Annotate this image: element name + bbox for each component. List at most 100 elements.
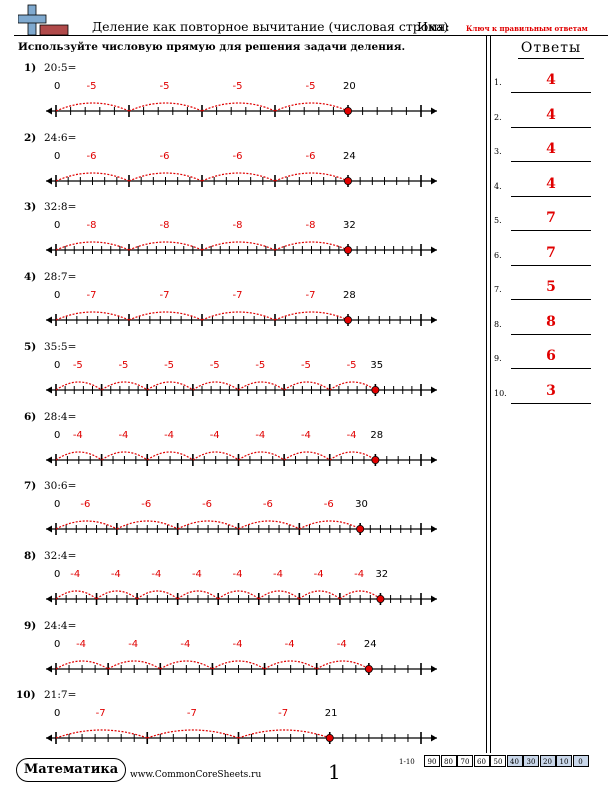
score-cell: 60 [473,755,490,767]
subtraction-arc [264,659,318,670]
subtraction-arc [55,450,102,460]
subtraction-arc [274,311,349,321]
step-label: -4 [164,430,174,441]
answer-value: 3 [546,382,556,399]
score-cell: 90 [424,755,440,767]
step-label: -6 [324,499,334,510]
answer-line[interactable] [511,402,591,404]
step-label: -7 [160,290,170,301]
score-cell: 40 [506,755,523,767]
axis-arrow-left-icon [46,734,52,742]
step-label: -4 [70,569,80,580]
answer-row: 2. 4 [494,106,604,128]
dividend-label: 32 [375,569,388,580]
dividend-point [376,594,385,603]
step-label: -5 [164,360,174,371]
answer-value: 4 [546,106,556,123]
answer-row: 9. 6 [494,348,604,369]
answer-line[interactable] [511,92,591,93]
axis-arrow-left-icon [46,107,52,115]
score-cell: 70 [457,755,473,767]
step-label: -4 [76,639,86,650]
answer-line[interactable] [511,264,591,266]
subtraction-arc [274,102,349,112]
problem-expression: 21:7= [44,689,77,702]
answers-title-underline [518,58,584,59]
step-label: -4 [118,430,128,441]
subtraction-arc [201,172,276,182]
problem-expression: 32:8= [44,201,77,214]
answer-value: 7 [546,210,556,226]
problem-expression: 28:4= [44,410,77,423]
answer-line[interactable] [511,161,591,162]
header-rule [14,35,608,36]
subtraction-arc [177,590,219,600]
score-cell: 50 [490,755,506,767]
step-label: -6 [306,151,316,162]
dividend-point [343,246,352,255]
dividend-label: 28 [343,290,356,301]
subtraction-arc [192,381,239,391]
axis-arrow-left-icon [46,316,52,324]
logo-icon [18,4,69,36]
step-label: -4 [347,430,357,441]
step-label: -4 [210,430,220,441]
step-label: -5 [255,360,265,371]
step-label: -6 [233,151,243,162]
subtraction-arc [55,729,148,739]
subtraction-arc [299,520,361,530]
number-line: 0 -4 -4 -4 -4 -4 -4 24 [46,639,437,675]
answer-line[interactable] [511,299,591,300]
step-label: -4 [111,569,121,580]
subtraction-arc [177,520,239,530]
problem-expression: 24:4= [44,619,77,632]
zero-label: 0 [54,360,60,371]
answer-row: 1. 4 [494,72,604,93]
answer-row: 8. 8 [494,314,604,335]
answer-line[interactable] [511,333,591,335]
subtraction-arc [128,241,203,251]
score-cell: 20 [539,755,556,767]
step-label: -5 [306,81,316,92]
axis-arrow-right-icon [431,734,437,742]
problem-number: 7) [24,480,37,493]
answer-line[interactable] [511,230,591,231]
subtraction-arc [116,520,178,530]
zero-label: 0 [54,569,60,580]
axis-arrow-left-icon [46,595,52,603]
subtraction-arc [238,520,300,530]
step-label: -4 [73,430,83,441]
step-label: -8 [233,220,243,231]
axis-arrow-right-icon [431,456,437,463]
zero-label: 0 [54,81,60,92]
answer-line[interactable] [511,126,591,128]
problem-expression: 28:7= [44,271,77,284]
number-line: 0 -7 -7 -7 21 [46,708,437,745]
step-label: -6 [263,499,273,510]
answer-number: 9. [494,354,502,363]
problem-number: 6) [24,410,37,423]
step-label: -4 [337,639,347,650]
problem-number: 8) [24,549,37,562]
step-label: -5 [347,360,357,371]
subtraction-arc [201,102,276,112]
zero-label: 0 [54,430,60,441]
answer-number: 10. [494,388,507,398]
step-label: -6 [87,151,97,162]
subtraction-arc [192,450,239,460]
answer-row: 6. 7 [494,245,604,266]
number-line: 0 -8 -8 -8 -8 32 [46,220,437,257]
problem-number: 10) [16,689,36,702]
number-line: 0 -6 -6 -6 -6 24 [46,151,437,187]
subtraction-arc [55,659,109,670]
answer-line[interactable] [511,195,591,197]
answer-number: 3. [494,147,502,156]
subtraction-arc [212,659,265,670]
page-number: 1 [328,760,341,784]
score-cell: 0 [572,755,589,767]
problem-number: 3) [24,201,37,214]
dividend-label: 24 [343,151,356,162]
answer-line[interactable] [511,368,591,369]
number-line: 0 -6 -6 -6 -6 -6 30 [46,499,437,536]
step-label: -5 [87,81,97,92]
